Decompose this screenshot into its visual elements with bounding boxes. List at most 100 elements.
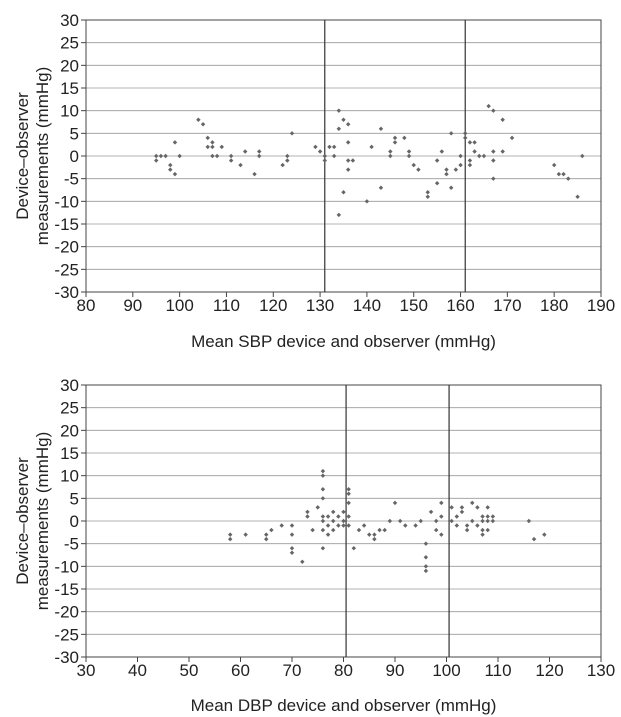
dbp-y-tick-label: 5 <box>70 489 79 508</box>
dbp-data-point <box>531 536 537 542</box>
dbp-y-tick-label: 0 <box>70 512 79 531</box>
dbp-x-tick-label: 130 <box>587 661 615 680</box>
dbp-data-point <box>480 532 485 537</box>
sbp-x-tick-label: 160 <box>446 296 474 315</box>
sbp-y-tick-label: 30 <box>60 11 79 30</box>
dbp-y-tick-label: -25 <box>54 625 79 644</box>
sbp-data-point <box>350 158 356 163</box>
dbp-data-point <box>439 532 444 537</box>
dbp-data-point <box>346 491 351 497</box>
sbp-data-point <box>448 131 454 136</box>
dbp-data-point <box>485 527 490 533</box>
dbp-data-point <box>320 496 326 501</box>
dbp-data-point <box>439 514 444 519</box>
sbp-data-point <box>509 135 515 141</box>
sbp-data-point <box>257 149 262 154</box>
dbp-data-point <box>470 500 475 506</box>
sbp-x-tick-label: 110 <box>213 296 240 315</box>
dbp-data-point <box>320 468 326 474</box>
sbp-data-point <box>210 153 215 159</box>
dbp-data-point <box>346 500 351 506</box>
sbp-y-tick-label: -10 <box>54 192 79 211</box>
dbp-data-point <box>413 523 418 528</box>
sbp-data-point <box>425 190 430 195</box>
dbp-data-point <box>341 523 346 528</box>
sbp-data-point <box>369 144 374 150</box>
dbp-y-tick-label: 25 <box>60 399 79 418</box>
sbp-data-point <box>154 153 159 159</box>
sbp-x-tick-label: 180 <box>540 296 568 315</box>
sbp-data-point <box>425 194 430 200</box>
sbp-data-point <box>252 171 257 177</box>
sbp-data-point <box>467 162 473 168</box>
sbp-data-point <box>289 131 295 136</box>
sbp-data-point <box>257 153 262 159</box>
sbp-data-point <box>491 149 496 154</box>
sbp-data-point <box>228 158 234 163</box>
dbp-y-tick-label: 15 <box>60 444 79 463</box>
sbp-data-point <box>458 162 463 168</box>
sbp-data-point <box>556 171 562 177</box>
sbp-data-point <box>313 144 318 150</box>
sbp-data-point <box>336 126 342 132</box>
dbp-data-point <box>485 518 490 524</box>
dbp-data-point <box>464 527 470 533</box>
sbp-data-point <box>168 162 173 168</box>
sbp-data-point <box>205 135 210 141</box>
dbp-data-point <box>459 505 465 510</box>
dbp-data-point <box>243 532 248 537</box>
dbp-x-tick-label: 60 <box>231 661 250 680</box>
sbp-data-point <box>388 153 393 159</box>
dbp-data-point <box>454 523 460 528</box>
sbp-y-tick-label: -5 <box>64 170 79 189</box>
dbp-data-point <box>428 509 434 515</box>
sbp-data-point <box>378 185 384 190</box>
sbp-data-point <box>392 135 398 141</box>
sbp-x-tick-label: 100 <box>165 296 193 315</box>
sbp-x-tick-label: 120 <box>259 296 287 315</box>
sbp-data-point <box>453 167 459 172</box>
dbp-data-point <box>289 545 295 551</box>
sbp-data-point <box>500 117 505 122</box>
dbp-data-point <box>315 505 320 510</box>
sbp-data-point <box>439 149 445 154</box>
dbp-data-point <box>320 514 326 519</box>
dbp-data-point <box>310 527 315 533</box>
dbp-data-point <box>351 545 357 551</box>
dbp-data-point <box>372 532 377 537</box>
sbp-data-point <box>317 149 323 154</box>
sbp-data-point <box>458 153 463 159</box>
dbp-data-point <box>336 523 341 528</box>
sbp-y-axis-label: Device–observer measurements (mmHg) <box>13 67 52 246</box>
dbp-y-axis-label-line1: Device–observer <box>13 457 32 585</box>
dbp-data-point <box>227 532 233 537</box>
dbp-x-tick-label: 110 <box>484 661 511 680</box>
dbp-data-point <box>439 500 444 506</box>
sbp-data-point <box>388 149 393 154</box>
sbp-data-point <box>345 167 351 172</box>
sbp-data-point <box>322 158 327 163</box>
sbp-y-tick-label: -20 <box>54 238 79 257</box>
sbp-data-point <box>481 153 487 159</box>
dbp-data-point <box>361 523 367 528</box>
sbp-data-point <box>566 176 571 181</box>
dbp-data-point <box>264 536 269 542</box>
sbp-data-point <box>467 140 473 145</box>
dbp-data-point <box>423 541 429 546</box>
sbp-data-point <box>210 144 215 150</box>
sbp-x-tick-label: 130 <box>306 296 334 315</box>
sbp-data-point <box>392 140 398 145</box>
dbp-data-point <box>403 523 408 528</box>
dbp-data-point <box>480 527 485 533</box>
sbp-data-point <box>434 180 440 186</box>
dbp-data-point <box>336 514 341 519</box>
dbp-data-point <box>346 514 351 519</box>
sbp-data-point <box>345 140 351 145</box>
dbp-data-point <box>300 559 305 565</box>
sbp-data-point <box>336 108 342 113</box>
sbp-x-tick-label: 150 <box>400 296 428 315</box>
dbp-data-point <box>320 518 326 524</box>
